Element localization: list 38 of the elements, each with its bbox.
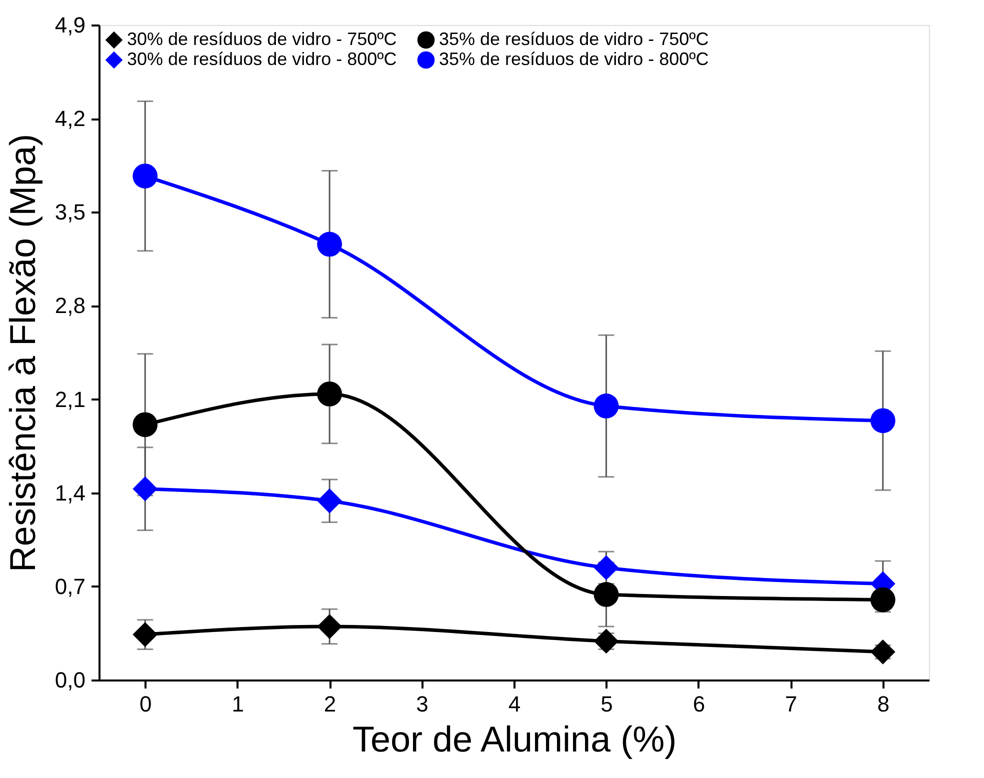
y-tick-label: 3,5: [54, 200, 86, 225]
x-tick-label: 7: [785, 692, 798, 716]
y-tick-label: 1,4: [54, 480, 86, 506]
y-axis-title: Resistência à Flexão (Mpa): [2, 134, 43, 572]
x-tick-label: 1: [232, 692, 244, 716]
legend-label: 30% de resíduos de vidro - 800ºC: [127, 49, 397, 69]
y-tick-label: 4,2: [54, 106, 86, 132]
x-axis-title: Teor de Alumina (%): [352, 718, 677, 760]
point: [317, 488, 342, 514]
x-tick-label: 3: [416, 692, 428, 716]
point: [132, 476, 158, 502]
y-tick-label: 2,1: [54, 386, 86, 412]
point: [870, 408, 896, 434]
legend-label: 35% de resíduos de vidro - 800ºC: [439, 49, 709, 69]
y-tick-label: 4,9: [54, 12, 86, 38]
point: [132, 412, 158, 438]
point: [317, 232, 342, 257]
point: [594, 394, 619, 418]
point: [317, 614, 342, 639]
point: [594, 555, 619, 580]
x-tick-label: 2: [324, 692, 336, 716]
legend-label: 30% de resíduos de vidro - 750ºC: [127, 29, 397, 49]
x-tick-label: 6: [692, 692, 706, 716]
point: [870, 639, 896, 664]
x-tick-label: 4: [508, 692, 521, 716]
point: [317, 382, 342, 406]
x-tick-label: 0: [139, 692, 152, 716]
x-tick-label: 5: [600, 692, 613, 716]
point: [132, 622, 158, 647]
legend-label: 35% de resíduos de vidro - 750ºC: [439, 29, 709, 49]
y-tick-label: 0,0: [54, 668, 86, 692]
point: [870, 587, 896, 612]
y-tick-label: 0,7: [54, 574, 86, 599]
x-tick-label: 8: [877, 692, 890, 716]
y-tick-label: 2,8: [54, 293, 86, 318]
point: [132, 164, 158, 188]
point: [594, 628, 619, 654]
point: [594, 582, 619, 607]
